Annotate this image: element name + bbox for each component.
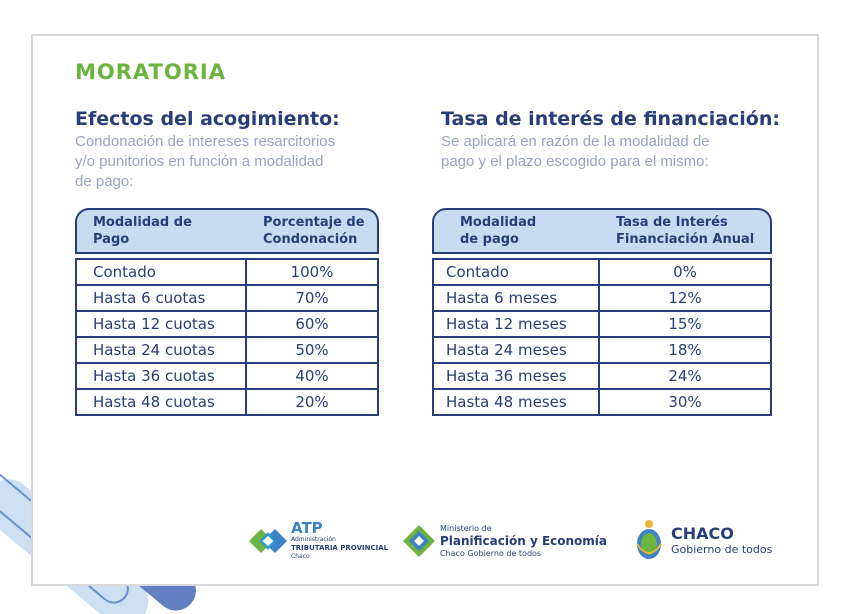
ministry-logo-icon	[403, 525, 435, 557]
table-row: Hasta 24 meses 18%	[432, 338, 772, 364]
table-row: Contado 0%	[432, 258, 772, 286]
table-row: Hasta 12 cuotas 60%	[75, 312, 379, 338]
right-heading: Tasa de interés de financiación:	[441, 108, 780, 130]
desc-line: Condonación de intereses resarcitorios	[75, 133, 336, 150]
table-row: Hasta 48 cuotas 20%	[75, 390, 379, 416]
desc-line: pago y el plazo escogido para el mismo:	[441, 153, 709, 170]
table-row: Contado 100%	[75, 258, 379, 286]
atp-logo-icon	[249, 529, 287, 553]
desc-line: y/o punitorios en función a modalidad	[75, 153, 324, 170]
atp-logo-text: ATP Administración TRIBUTARIA PROVINCIAL…	[291, 519, 389, 561]
chaco-logo-text: CHACO Gobierno de todos	[671, 524, 773, 557]
page-title: MORATORIA	[75, 60, 226, 84]
chaco-seal-icon	[636, 520, 662, 559]
col-header-modality: Modalidad de pago	[432, 208, 600, 254]
desc-line: de pago:	[75, 173, 134, 190]
table-row: Hasta 24 cuotas 50%	[75, 338, 379, 364]
condonation-table: Modalidad de Pago Porcentaje de Condonació…	[75, 208, 379, 416]
table-row: Hasta 6 meses 12%	[432, 286, 772, 312]
interest-rate-table: Modalidad de pago Tasa de Interés Financia…	[432, 208, 772, 416]
table-row: Hasta 36 meses 24%	[432, 364, 772, 390]
table-row: Hasta 48 meses 30%	[432, 390, 772, 416]
table-row: Hasta 36 cuotas 40%	[75, 364, 379, 390]
col-header-percentage: Porcentaje de Condonación	[247, 208, 379, 254]
left-description: Condonación de intereses resarcitorios y…	[75, 132, 335, 192]
ministry-logo-text: Ministerio de Planificación y Economía C…	[440, 524, 608, 558]
right-description: Se aplicará en razón de la modalidad de …	[441, 132, 710, 172]
col-header-modality: Modalidad de Pago	[75, 208, 247, 254]
left-heading: Efectos del acogimiento:	[75, 108, 340, 130]
table-row: Hasta 6 cuotas 70%	[75, 286, 379, 312]
desc-line: Se aplicará en razón de la modalidad de	[441, 133, 710, 150]
col-header-rate: Tasa de Interés Financiación Anual	[600, 208, 772, 254]
table-row: Hasta 12 meses 15%	[432, 312, 772, 338]
